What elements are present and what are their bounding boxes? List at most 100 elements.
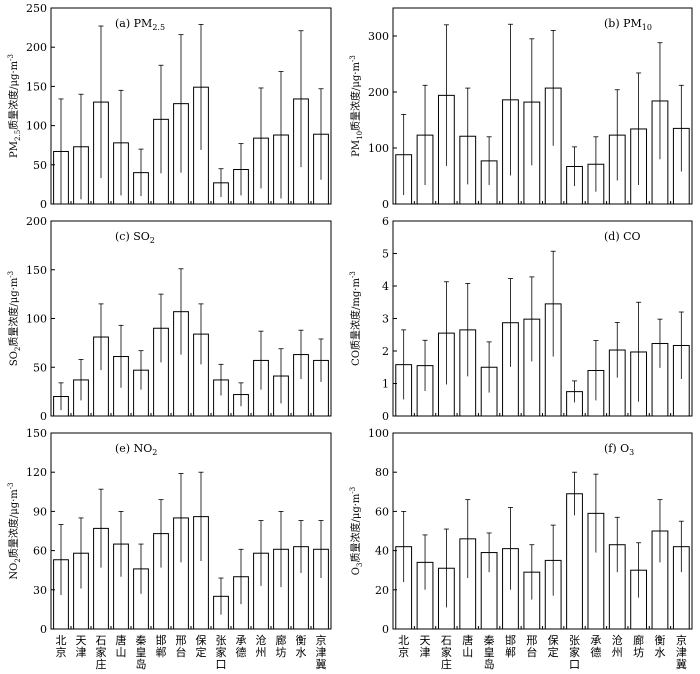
category-char: 保: [548, 633, 559, 647]
ylabel-main: NO: [9, 563, 20, 580]
category-char: 京: [316, 633, 327, 647]
category-char: 北: [398, 634, 409, 647]
category-label-f-5: 邯郸: [505, 633, 516, 659]
panel-title-a: (a) PM2.5: [115, 17, 165, 32]
category-char: 庄: [441, 657, 452, 671]
ylabel-c: SO2质量浓度/μg·m-3: [7, 271, 22, 366]
category-label-e-3: 唐山: [116, 633, 127, 659]
ytick-label-a-4: 200: [26, 41, 47, 54]
ylabel-superscript: -3: [349, 55, 357, 62]
ytick-label-c-1: 50: [33, 361, 47, 374]
panel-title-subscript: 3: [629, 448, 634, 457]
axes-frame-a: [50, 7, 332, 205]
category-label-e-1: 天津: [76, 634, 87, 659]
ylabel-main: SO: [9, 351, 20, 366]
category-label-e-9: 承德: [236, 634, 247, 659]
category-char: 水: [296, 646, 307, 659]
category-label-e-12: 衡水: [296, 634, 307, 659]
category-char: 邢: [176, 634, 187, 647]
category-char: 天: [76, 634, 87, 647]
category-char: 衡: [296, 634, 307, 647]
category-char: 京: [56, 645, 67, 659]
category-char: 家: [216, 645, 227, 659]
category-char: 岛: [136, 657, 147, 671]
ylabel-subscript: 3: [356, 563, 364, 567]
panel-title-f: (f) O3: [604, 442, 634, 457]
axes-frame-e: [50, 432, 332, 630]
category-label-f-8: 张家口: [569, 634, 580, 671]
ytick-label-c-2: 100: [26, 313, 47, 326]
ylabel-subscript: 2.5: [14, 130, 22, 141]
category-char: 秦: [136, 633, 147, 647]
category-label-e-7: 保定: [196, 633, 207, 659]
category-char: 津: [316, 646, 327, 659]
panel-title-b: (b) PM10: [604, 17, 652, 32]
ytick-label-e-5: 150: [26, 427, 47, 440]
panel-title-subscript: 10: [642, 23, 652, 32]
category-label-f-2: 石家庄: [441, 634, 452, 671]
ylabel-superscript: -3: [7, 54, 15, 61]
ytick-label-d-6: 6: [382, 215, 389, 228]
ylabel-subscript: 2: [14, 347, 22, 351]
category-label-e-5: 邯郸: [156, 633, 167, 659]
ylabel-superscript: -3: [7, 482, 15, 489]
ytick-label-a-0: 0: [40, 198, 47, 211]
ytick-label-e-1: 30: [33, 584, 47, 597]
category-label-f-7: 保定: [548, 633, 559, 659]
category-char: 坊: [276, 645, 287, 659]
category-char: 州: [256, 646, 267, 659]
category-char: 郸: [156, 646, 167, 659]
ylabel-rest: 质量浓度/μg·m: [349, 493, 362, 562]
ytick-label-d-3: 3: [382, 313, 389, 326]
category-char: 承: [590, 634, 601, 647]
ylabel-rest: 质量浓度/mg·m: [349, 278, 362, 350]
ylabel-superscript: -3: [7, 271, 15, 278]
ylabel-subscript: 10: [356, 131, 364, 140]
category-char: 津: [420, 646, 431, 659]
ylabel-rest: 质量浓度/μg·m: [7, 60, 20, 129]
ytick-label-f-1: 20: [375, 584, 389, 597]
category-char: 北: [56, 634, 67, 647]
ytick-label-f-2: 40: [375, 545, 389, 558]
ytick-label-b-0: 0: [382, 198, 389, 211]
ytick-label-f-0: 0: [382, 623, 389, 636]
panel-title-main: (a) PM: [115, 17, 152, 30]
panel-title-e: (e) NO2: [115, 442, 157, 457]
ylabel-rest: 质量浓度/μg·m: [349, 61, 362, 130]
ylabel-e: NO2质量浓度/μg·m-3: [7, 482, 22, 579]
panel-title-main: (f) O: [604, 442, 629, 455]
category-char: 张: [569, 634, 580, 647]
category-char: 津: [76, 646, 87, 659]
category-char: 邯: [156, 633, 167, 647]
category-char: 德: [590, 645, 601, 659]
category-char: 石: [96, 634, 107, 647]
category-label-e-2: 石家庄: [96, 634, 107, 671]
category-char: 岛: [484, 657, 495, 671]
category-label-f-1: 天津: [420, 634, 431, 659]
ylabel-b: PM10质量浓度/μg·m-3: [349, 55, 364, 157]
category-char: 张: [216, 634, 227, 647]
ytick-label-d-5: 5: [382, 248, 389, 261]
ytick-label-c-0: 0: [40, 410, 47, 423]
category-char: 口: [216, 658, 227, 671]
category-char: 承: [236, 634, 247, 647]
panel-title-main: (c) SO: [115, 230, 150, 243]
category-label-f-10: 沧州: [612, 633, 623, 659]
ytick-label-d-4: 4: [382, 280, 389, 293]
panel-d: 0 1 2 3 4 5 6 (d) CO CO质量浓度/mg·m-3: [349, 215, 693, 423]
category-char: 皇: [484, 645, 495, 659]
axes-frame-f: [392, 432, 693, 630]
category-label-e-4: 秦皇岛: [136, 633, 147, 671]
ytick-label-f-3: 60: [375, 505, 389, 518]
ytick-label-b-1: 100: [368, 142, 389, 155]
ytick-label-a-3: 150: [26, 80, 47, 93]
ytick-label-e-2: 60: [33, 545, 47, 558]
category-char: 台: [176, 645, 187, 659]
ytick-label-d-0: 0: [382, 410, 389, 423]
ytick-label-c-4: 200: [26, 215, 47, 228]
category-char: 水: [654, 646, 665, 659]
category-char: 天: [420, 634, 431, 647]
